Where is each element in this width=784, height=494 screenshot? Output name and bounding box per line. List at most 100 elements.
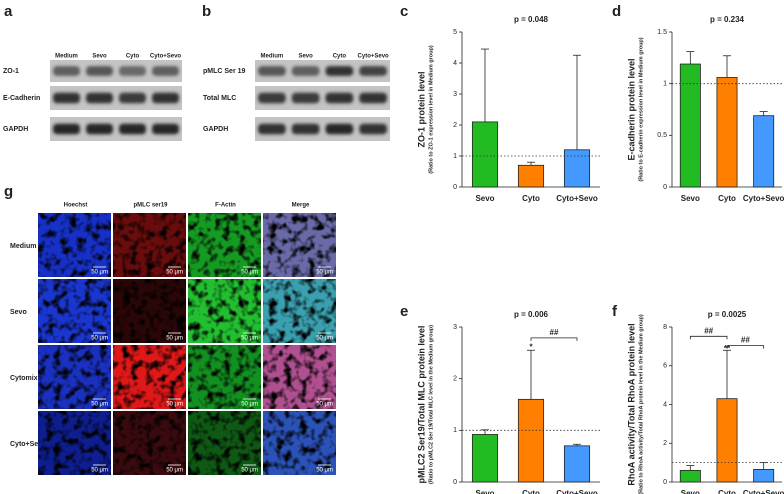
y-tick-label: 3 xyxy=(453,91,457,98)
x-tick-label: Cyto+Sevo xyxy=(556,194,598,203)
bar xyxy=(716,77,738,188)
blot-row-label: GAPDH xyxy=(203,126,228,133)
panel-letter: a xyxy=(4,3,13,20)
micrograph-texture xyxy=(38,345,111,409)
p-value: p = 0.234 xyxy=(710,15,745,24)
micrograph-texture xyxy=(38,279,111,343)
lane-label: Cyto+Sevo xyxy=(150,54,182,60)
blot-band xyxy=(325,123,354,135)
micrograph-texture xyxy=(263,345,336,409)
y-tick-label: 0 xyxy=(453,184,457,191)
blot-band xyxy=(359,123,387,135)
significance-mark: ## xyxy=(741,336,750,345)
y-axis-note: (Ratio to pMLC2 Ser 19/Total MLC level i… xyxy=(428,325,434,484)
x-tick-label: Cyto xyxy=(718,194,736,203)
y-axis-title: RhoA activity/Total RhoA protein level xyxy=(626,323,636,485)
panel-letter: f xyxy=(612,303,618,320)
y-tick-label: 5 xyxy=(453,29,457,36)
micrograph-texture xyxy=(188,213,261,277)
scale-label: 50 μm xyxy=(166,468,183,474)
y-tick-label: 0 xyxy=(453,479,457,486)
blot-band xyxy=(86,66,113,76)
y-tick-label: 2 xyxy=(453,376,457,383)
scale-label: 50 μm xyxy=(166,402,183,408)
micrograph-texture xyxy=(113,345,186,409)
panel-letter: g xyxy=(4,183,13,200)
y-axis-title: pMLC2 Ser19/Total MLC protein level xyxy=(416,326,426,484)
bar xyxy=(679,469,701,483)
y-tick-label: 1 xyxy=(453,153,457,160)
bar xyxy=(471,434,499,483)
y-tick-label: 3 xyxy=(453,324,457,331)
bar xyxy=(679,63,701,188)
scale-label: 50 μm xyxy=(91,468,108,474)
p-value: p = 0.006 xyxy=(514,310,549,319)
y-tick-label: 2 xyxy=(453,122,457,129)
x-tick-label: Cyto+Sevo xyxy=(556,489,598,494)
micrograph-texture xyxy=(113,279,186,343)
blot-band xyxy=(359,92,387,104)
micrograph-texture xyxy=(263,411,336,475)
scale-label: 50 μm xyxy=(241,270,258,276)
scale-label: 50 μm xyxy=(91,402,108,408)
blot-band xyxy=(152,123,179,135)
y-tick-label: 1 xyxy=(453,427,457,434)
blot-row-label: E-Cadherin xyxy=(3,95,40,102)
scale-label: 50 μm xyxy=(241,402,258,408)
blot-band xyxy=(291,66,320,76)
blot-band xyxy=(325,66,354,76)
significance-mark: ## xyxy=(550,328,559,337)
y-tick-label: 8 xyxy=(663,324,667,331)
column-label: Hoechst xyxy=(64,203,88,209)
column-label: Merge xyxy=(292,203,310,209)
lane-label: Sevo xyxy=(92,54,107,60)
x-tick-label: Sevo xyxy=(681,489,700,494)
scale-label: 50 μm xyxy=(316,336,333,342)
blot-band xyxy=(359,66,387,76)
y-axis-note: (Ratio to RhoA activity/Total RhoA prote… xyxy=(638,314,644,494)
row-label: Medium xyxy=(10,243,36,250)
panel-letter: b xyxy=(202,3,211,20)
micrograph-texture xyxy=(113,213,186,277)
blot-row-label: ZO-1 xyxy=(3,68,19,75)
x-tick-label: Cyto+Sevo xyxy=(743,194,784,203)
blot-band xyxy=(119,66,146,76)
panel-letter: d xyxy=(612,3,621,20)
lane-label: Medium xyxy=(261,54,284,60)
row-label: Cytomix xyxy=(10,375,38,382)
x-tick-label: Sevo xyxy=(475,489,494,494)
blot-band xyxy=(258,66,286,76)
x-tick-label: Cyto xyxy=(522,194,540,203)
significance-bracket xyxy=(530,337,578,341)
scale-label: 50 μm xyxy=(241,468,258,474)
y-tick-label: 2 xyxy=(663,440,667,447)
micrograph-texture xyxy=(188,345,261,409)
y-tick-label: 6 xyxy=(663,363,667,370)
blot-band xyxy=(86,92,113,104)
y-axis-note: (Ratio to ZO-1 expression level in Mediu… xyxy=(428,45,434,174)
y-tick-label: 1.5 xyxy=(657,29,667,36)
y-tick-label: 0 xyxy=(663,479,667,486)
blot-band xyxy=(53,66,80,76)
bar xyxy=(563,445,591,483)
micrograph-texture xyxy=(263,213,336,277)
bar xyxy=(517,398,545,483)
panel-letter: e xyxy=(400,303,408,320)
y-axis-title: ZO-1 protein level xyxy=(416,71,426,147)
p-value: p = 0.048 xyxy=(514,15,549,24)
blot-row-label: Total MLC xyxy=(203,95,236,102)
column-label: pMLC ser19 xyxy=(133,203,168,209)
bar xyxy=(753,115,775,188)
column-label: F-Actin xyxy=(215,203,236,209)
blot-strip xyxy=(255,60,390,82)
blot-band xyxy=(291,123,320,135)
blot-band xyxy=(152,66,179,76)
x-tick-label: Cyto+Sevo xyxy=(743,489,784,494)
scale-label: 50 μm xyxy=(241,336,258,342)
blot-band xyxy=(258,92,286,104)
blot-band xyxy=(86,123,113,135)
bar xyxy=(471,121,499,188)
bar xyxy=(517,164,545,188)
lane-label: Cyto+Sevo xyxy=(358,54,390,60)
